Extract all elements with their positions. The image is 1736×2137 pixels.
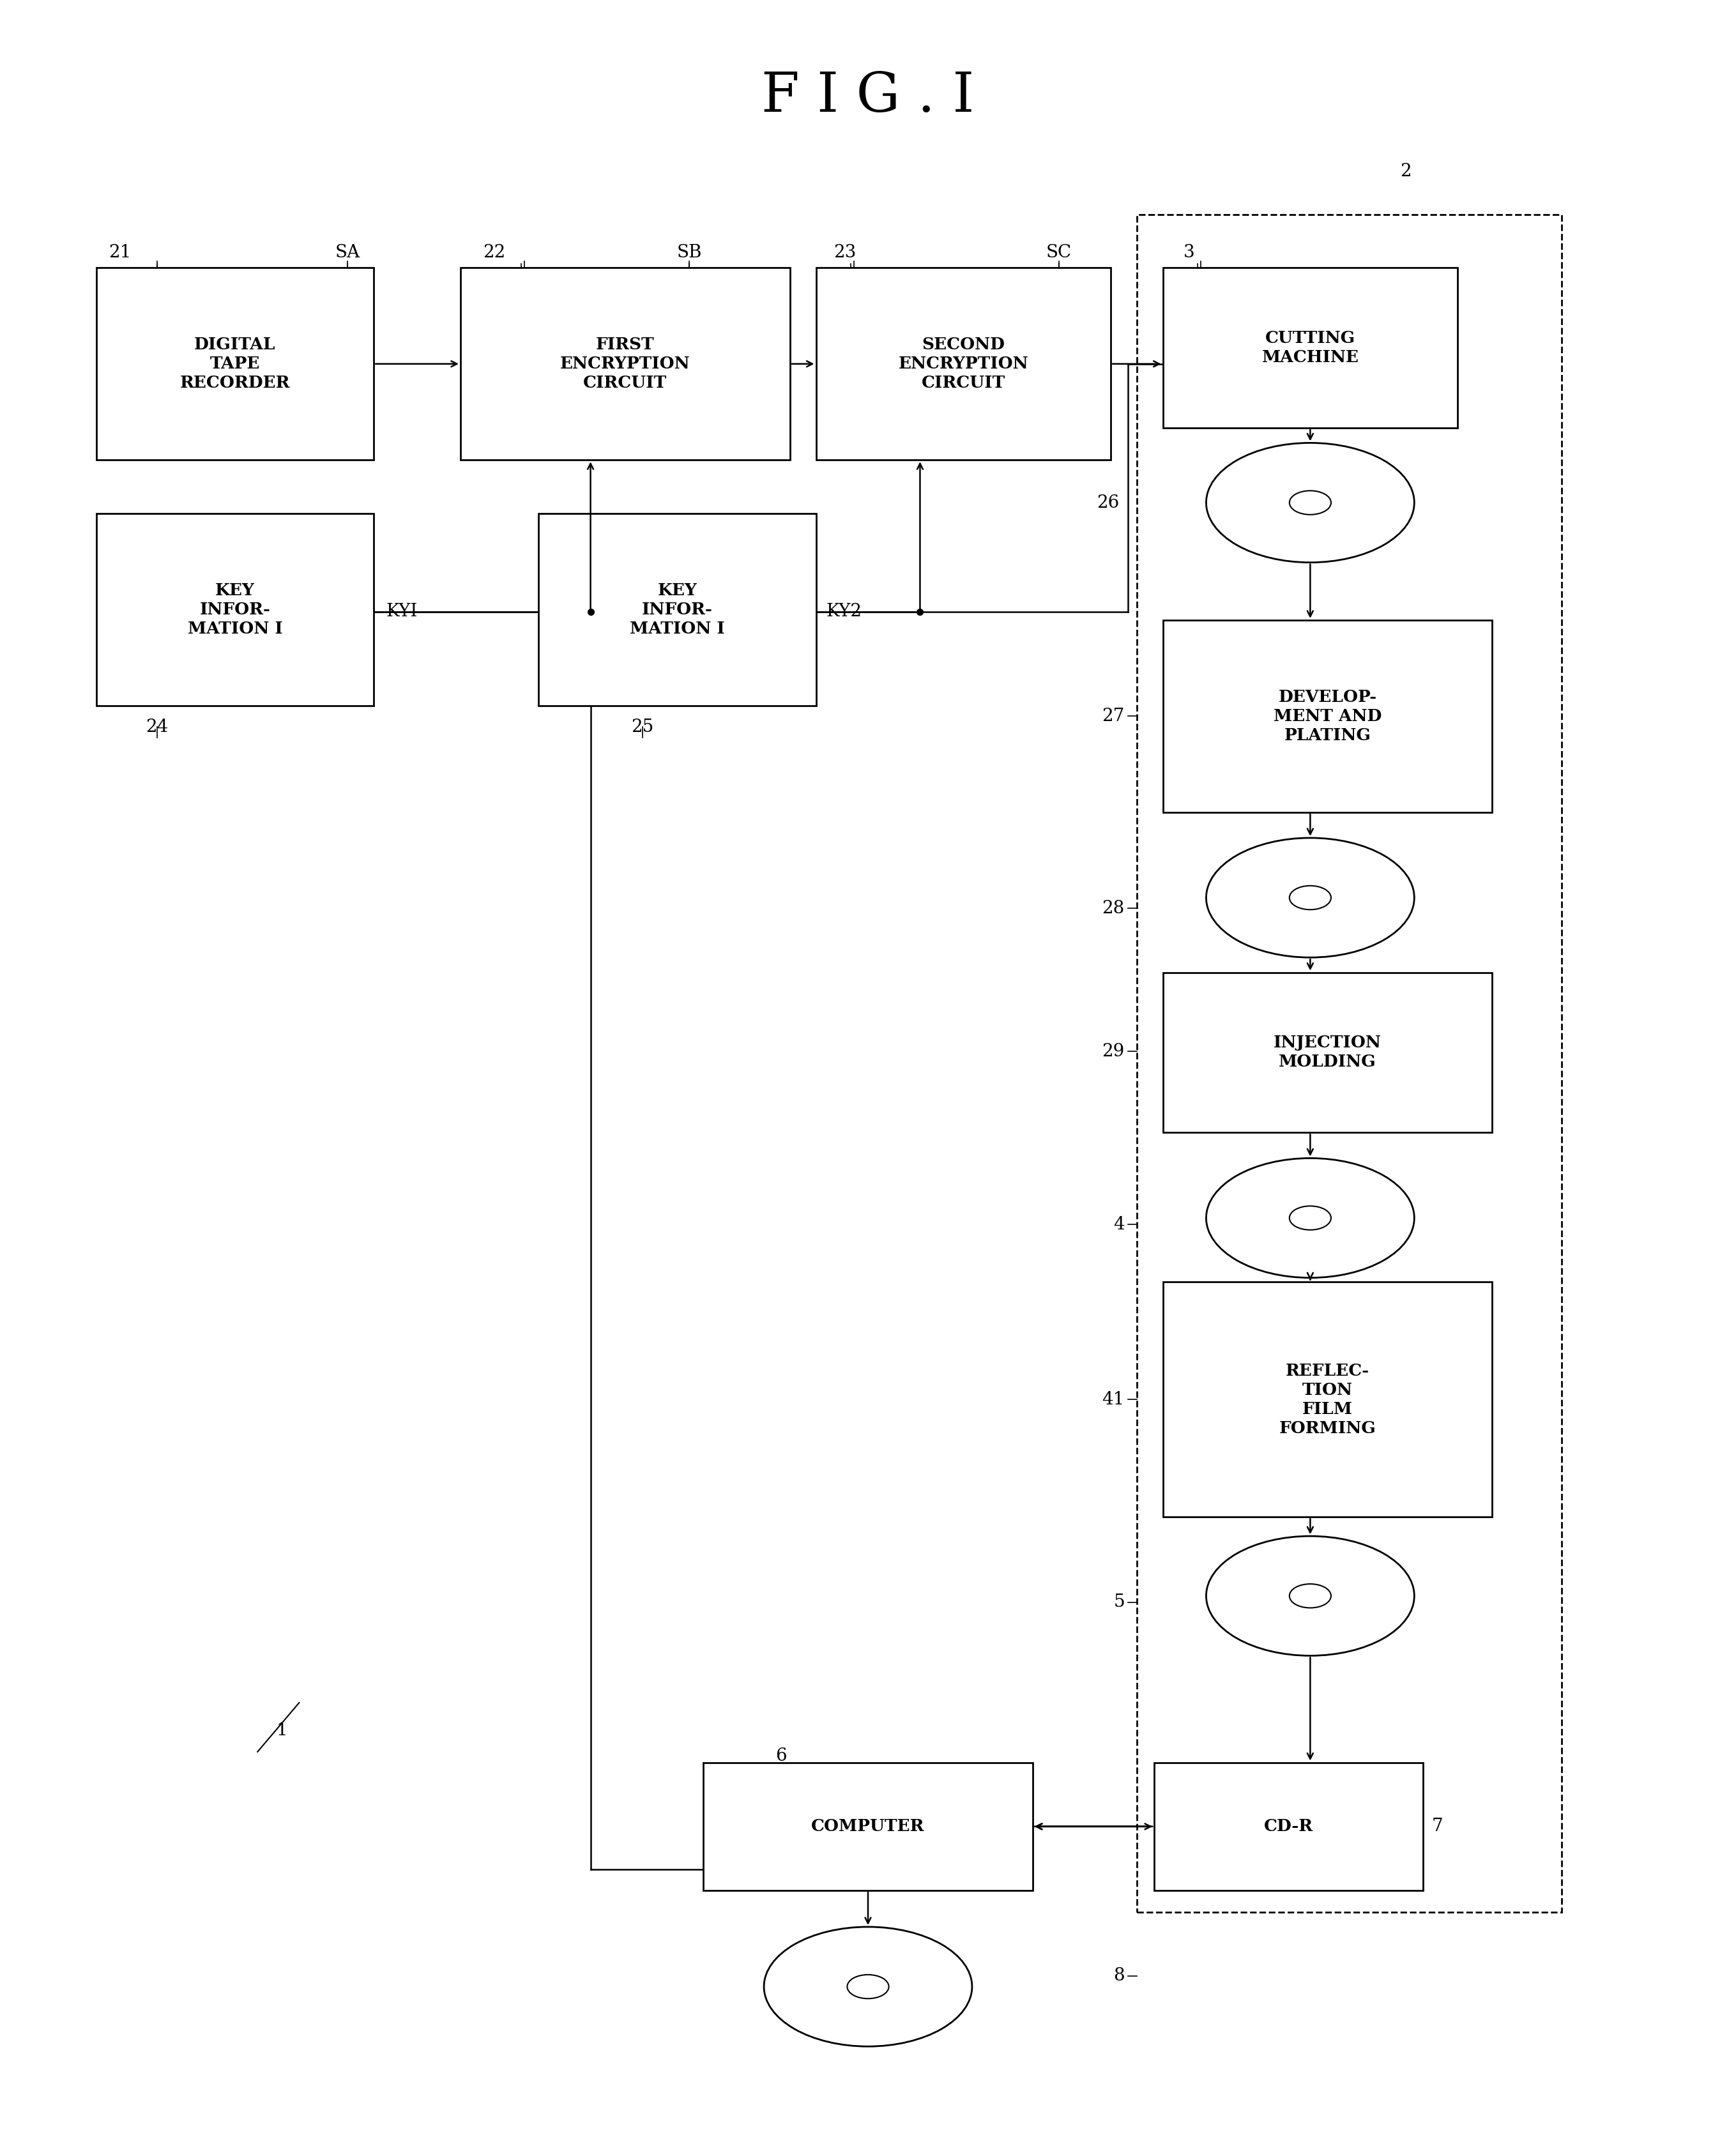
Text: DIGITAL
TAPE
RECORDER: DIGITAL TAPE RECORDER [181, 338, 290, 391]
Ellipse shape [1290, 1205, 1332, 1231]
Text: FIRST
ENCRYPTION
CIRCUIT: FIRST ENCRYPTION CIRCUIT [561, 338, 691, 391]
Text: 2: 2 [1399, 162, 1411, 180]
Ellipse shape [1290, 1584, 1332, 1607]
Text: SC: SC [1047, 244, 1071, 261]
Bar [1163, 267, 1458, 427]
Text: INJECTION
MOLDING: INJECTION MOLDING [1274, 1034, 1382, 1071]
Text: 7: 7 [1432, 1819, 1443, 1836]
Text: DEVELOP-
MENT AND
PLATING: DEVELOP- MENT AND PLATING [1274, 688, 1382, 744]
Text: 8: 8 [1113, 1968, 1125, 1985]
Ellipse shape [1207, 442, 1415, 562]
Ellipse shape [1207, 838, 1415, 957]
Bar [95, 513, 373, 705]
Text: 27: 27 [1102, 707, 1125, 724]
Text: 26: 26 [1097, 494, 1120, 511]
Text: 23: 23 [833, 244, 856, 261]
Text: CD-R: CD-R [1264, 1819, 1312, 1834]
Bar [1137, 214, 1562, 1913]
Ellipse shape [1207, 1537, 1415, 1656]
Bar [95, 267, 373, 459]
Text: 29: 29 [1102, 1043, 1125, 1060]
Ellipse shape [1207, 1158, 1415, 1278]
Ellipse shape [764, 1928, 972, 2047]
Text: COMPUTER: COMPUTER [811, 1819, 925, 1834]
Text: 1: 1 [276, 1722, 288, 1740]
Ellipse shape [847, 1975, 889, 1998]
Text: KEY
INFOR-
MATION I: KEY INFOR- MATION I [630, 581, 724, 637]
Text: 6: 6 [776, 1748, 786, 1765]
Text: 41: 41 [1102, 1391, 1125, 1408]
Bar [1163, 1282, 1493, 1517]
Ellipse shape [1290, 885, 1332, 910]
Text: 24: 24 [146, 718, 168, 735]
Bar [460, 267, 790, 459]
Text: KY2: KY2 [826, 603, 863, 620]
Text: 5: 5 [1113, 1594, 1125, 1611]
Text: CUTTING
MACHINE: CUTTING MACHINE [1262, 331, 1359, 365]
Text: 25: 25 [632, 718, 654, 735]
Bar [816, 267, 1111, 459]
Bar [538, 513, 816, 705]
Bar [1163, 620, 1493, 812]
Text: REFLEC-
TION
FILM
FORMING: REFLEC- TION FILM FORMING [1279, 1363, 1377, 1436]
Text: F I G . I: F I G . I [762, 71, 974, 124]
Bar [703, 1763, 1033, 1891]
Text: KYI: KYI [385, 603, 417, 620]
Text: SB: SB [677, 244, 701, 261]
Bar [1154, 1763, 1424, 1891]
Text: SECOND
ENCRYPTION
CIRCUIT: SECOND ENCRYPTION CIRCUIT [898, 338, 1028, 391]
Text: 21: 21 [108, 244, 130, 261]
Ellipse shape [1290, 492, 1332, 515]
Text: SA: SA [335, 244, 361, 261]
Text: KEY
INFOR-
MATION I: KEY INFOR- MATION I [187, 581, 283, 637]
Text: 22: 22 [483, 244, 505, 261]
Text: 3: 3 [1184, 244, 1194, 261]
Text: 4: 4 [1113, 1216, 1125, 1233]
Bar [1163, 972, 1493, 1133]
Text: 28: 28 [1102, 900, 1125, 917]
